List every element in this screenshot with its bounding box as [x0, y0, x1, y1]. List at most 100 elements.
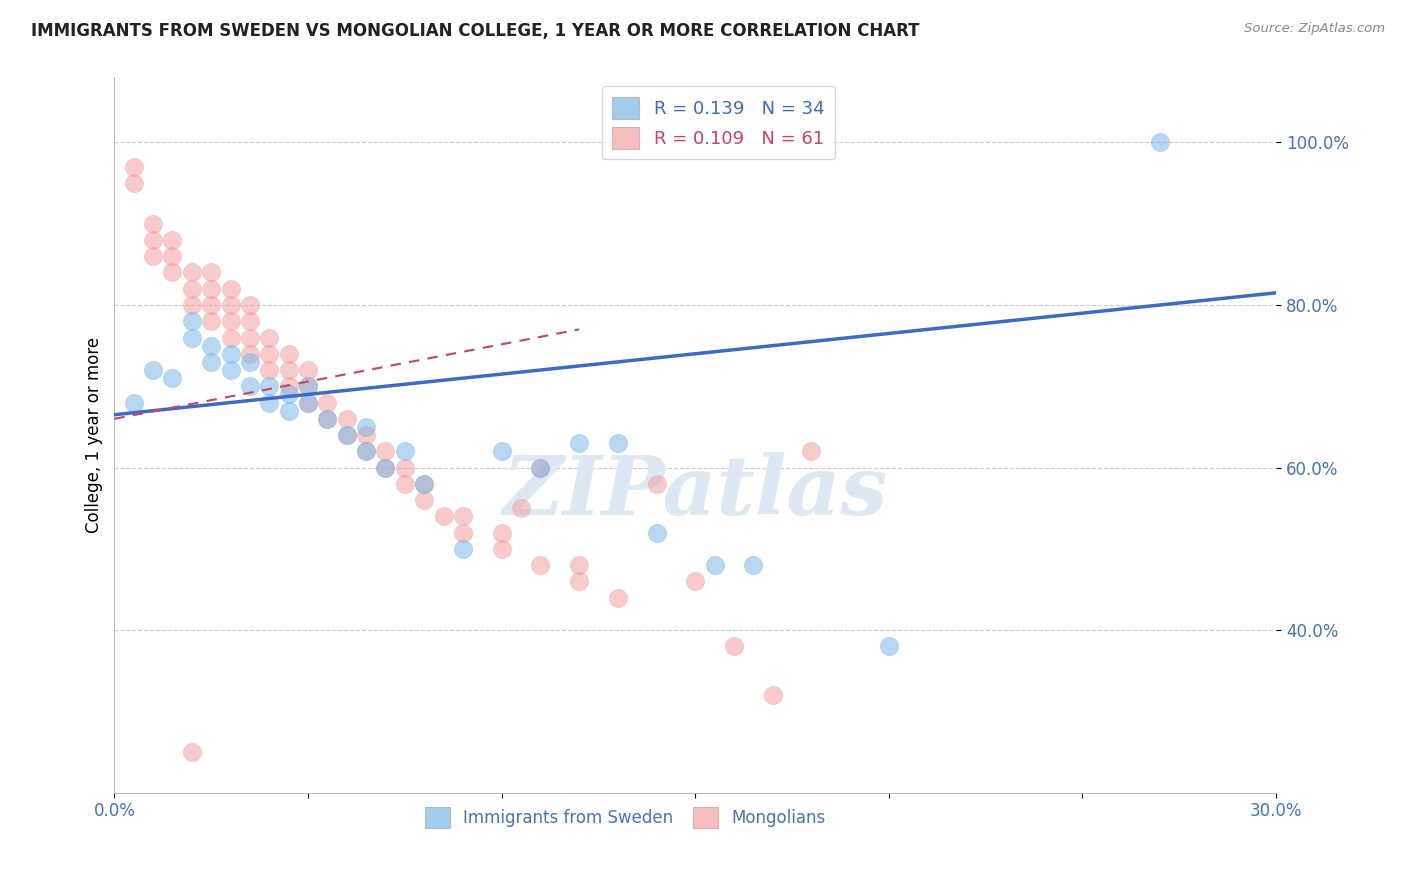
Point [413, 493, 436, 508]
Point [239, 330, 262, 344]
Text: Source: ZipAtlas.com: Source: ZipAtlas.com [1244, 22, 1385, 36]
Point [394, 460, 416, 475]
Point [277, 347, 299, 361]
Point [219, 363, 242, 377]
Point [354, 444, 377, 458]
Point [529, 558, 551, 573]
Point [529, 460, 551, 475]
Point [122, 176, 145, 190]
Point [239, 347, 262, 361]
Point [200, 355, 222, 369]
Point [219, 330, 242, 344]
Point [354, 444, 377, 458]
Point [568, 558, 591, 573]
Point [568, 436, 591, 450]
Point [297, 379, 319, 393]
Point [239, 314, 262, 328]
Point [277, 403, 299, 417]
Point [510, 501, 533, 516]
Point [142, 233, 165, 247]
Point [277, 363, 299, 377]
Point [239, 355, 262, 369]
Point [451, 541, 474, 556]
Point [723, 640, 745, 654]
Point [162, 233, 184, 247]
Point [142, 363, 165, 377]
Point [336, 428, 359, 442]
Point [259, 347, 281, 361]
Point [374, 460, 396, 475]
Point [413, 476, 436, 491]
Point [316, 395, 339, 409]
Point [394, 476, 416, 491]
Point [219, 314, 242, 328]
Point [180, 314, 202, 328]
Point [180, 330, 202, 344]
Point [162, 371, 184, 385]
Point [1149, 136, 1171, 150]
Point [336, 428, 359, 442]
Point [259, 363, 281, 377]
Point [200, 314, 222, 328]
Point [142, 249, 165, 263]
Legend: Immigrants from Sweden, Mongolians: Immigrants from Sweden, Mongolians [419, 801, 832, 834]
Point [277, 387, 299, 401]
Point [180, 298, 202, 312]
Point [259, 379, 281, 393]
Point [239, 379, 262, 393]
Point [200, 265, 222, 279]
Point [122, 160, 145, 174]
Point [374, 460, 396, 475]
Point [800, 444, 823, 458]
Point [374, 444, 396, 458]
Point [606, 436, 628, 450]
Point [316, 411, 339, 425]
Point [180, 282, 202, 296]
Point [200, 338, 222, 352]
Point [762, 688, 785, 702]
Point [297, 395, 319, 409]
Point [122, 395, 145, 409]
Point [451, 525, 474, 540]
Y-axis label: College, 1 year or more: College, 1 year or more [86, 337, 103, 533]
Point [354, 420, 377, 434]
Point [606, 591, 628, 605]
Point [219, 298, 242, 312]
Text: IMMIGRANTS FROM SWEDEN VS MONGOLIAN COLLEGE, 1 YEAR OR MORE CORRELATION CHART: IMMIGRANTS FROM SWEDEN VS MONGOLIAN COLL… [31, 22, 920, 40]
Point [491, 525, 513, 540]
Point [239, 298, 262, 312]
Point [219, 347, 242, 361]
Point [413, 476, 436, 491]
Point [259, 395, 281, 409]
Point [645, 525, 668, 540]
Point [432, 509, 454, 524]
Point [451, 509, 474, 524]
Point [180, 745, 202, 759]
Point [645, 476, 668, 491]
Point [297, 395, 319, 409]
Point [297, 363, 319, 377]
Point [336, 411, 359, 425]
Point [877, 640, 900, 654]
Point [200, 298, 222, 312]
Point [742, 558, 765, 573]
Point [219, 282, 242, 296]
Point [316, 411, 339, 425]
Point [394, 444, 416, 458]
Point [491, 444, 513, 458]
Point [568, 574, 591, 589]
Point [297, 379, 319, 393]
Point [277, 379, 299, 393]
Text: ZIPatlas: ZIPatlas [502, 452, 889, 533]
Point [683, 574, 706, 589]
Point [142, 217, 165, 231]
Point [529, 460, 551, 475]
Point [259, 330, 281, 344]
Point [162, 249, 184, 263]
Point [491, 541, 513, 556]
Point [162, 265, 184, 279]
Point [703, 558, 725, 573]
Point [200, 282, 222, 296]
Point [180, 265, 202, 279]
Point [354, 428, 377, 442]
